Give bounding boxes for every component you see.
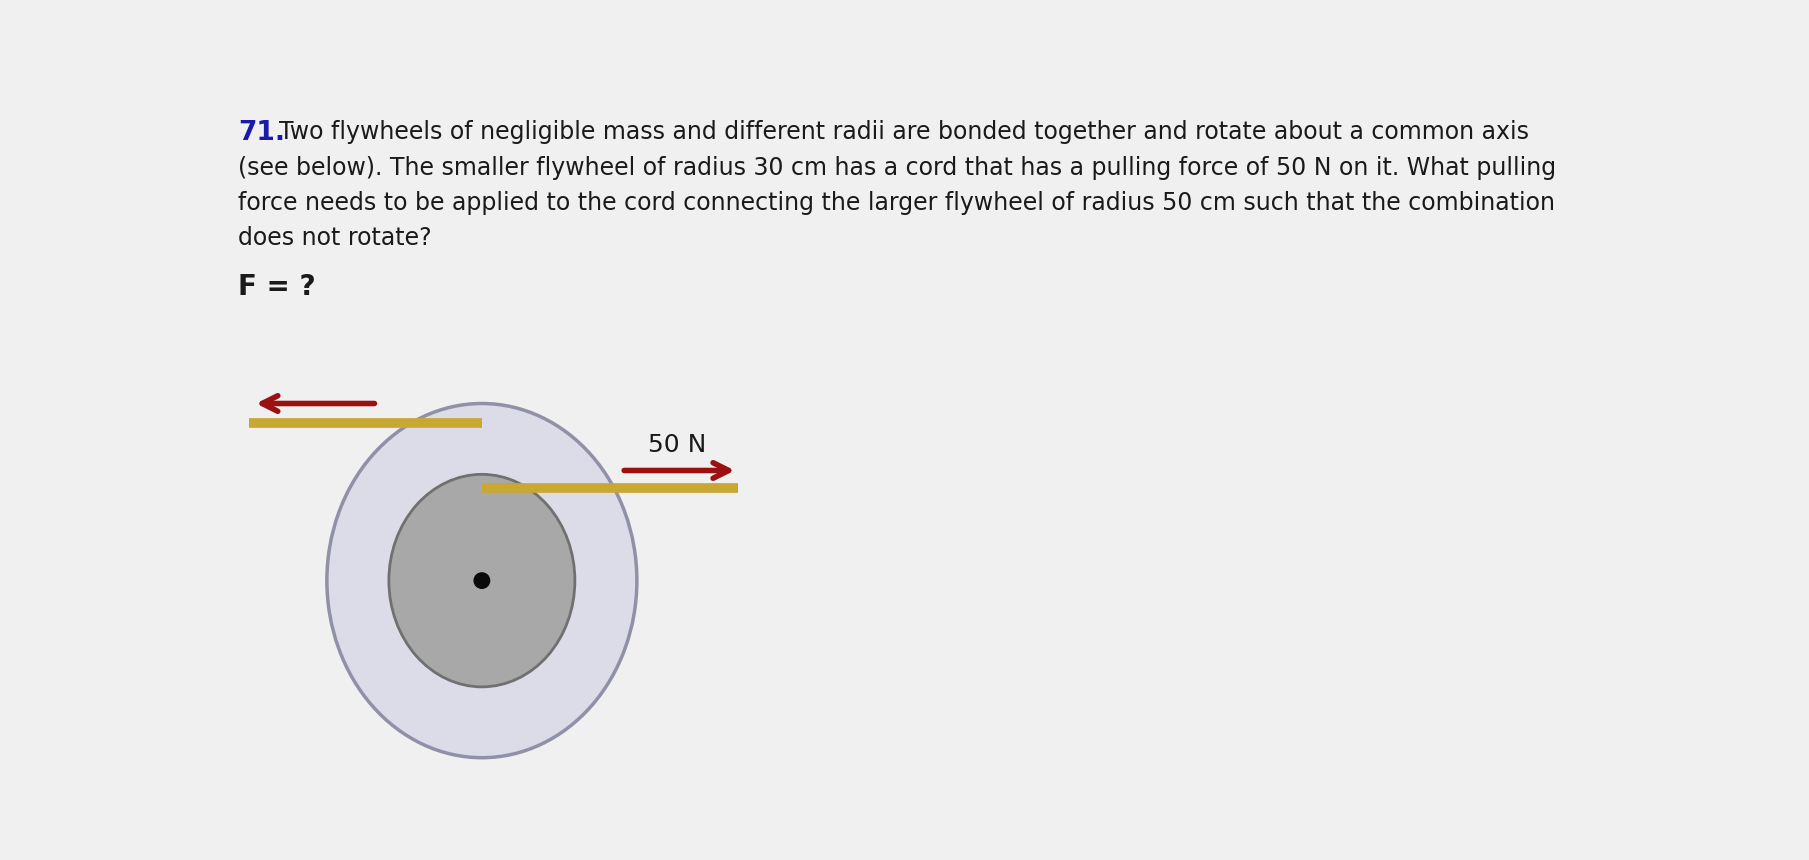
- Ellipse shape: [389, 475, 575, 687]
- Text: F = ?: F = ?: [237, 273, 315, 301]
- Text: 50 N: 50 N: [648, 433, 707, 458]
- Text: force needs to be applied to the cord connecting the larger flywheel of radius 5: force needs to be applied to the cord co…: [237, 191, 1554, 215]
- Text: 71.: 71.: [237, 120, 284, 146]
- Circle shape: [474, 573, 490, 588]
- Ellipse shape: [327, 403, 637, 758]
- Text: does not rotate?: does not rotate?: [237, 226, 431, 250]
- Text: (see below). The smaller flywheel of radius 30 cm has a cord that has a pulling : (see below). The smaller flywheel of rad…: [237, 156, 1556, 180]
- Text: Two flywheels of negligible mass and different radii are bonded together and rot: Two flywheels of negligible mass and dif…: [279, 120, 1529, 144]
